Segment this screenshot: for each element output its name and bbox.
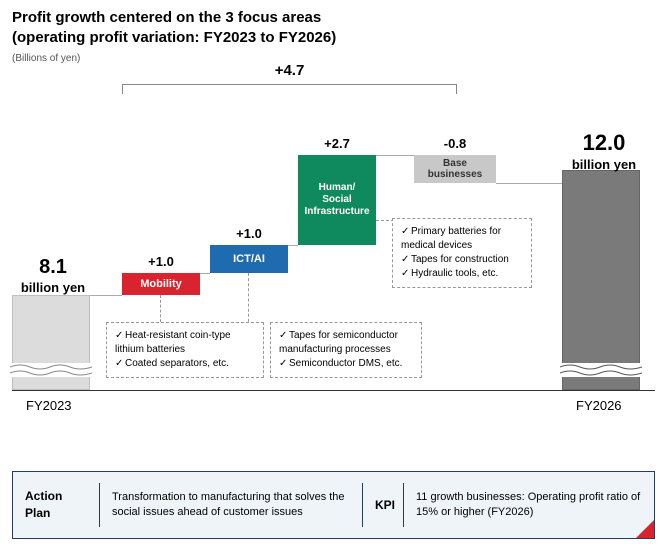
delta-mobility: +1.0 <box>122 254 200 269</box>
note-mobility: ✓Heat-resistant coin-type lithium batter… <box>106 322 264 378</box>
note-human: ✓Primary batteries for medical devices ✓… <box>392 218 532 288</box>
conn-4 <box>376 155 414 156</box>
conn-2 <box>200 273 210 274</box>
bar-mobility: Mobility <box>122 273 200 295</box>
end-value: 12.0 billion yen <box>550 130 658 174</box>
start-wave <box>10 363 92 377</box>
footer-panel: Action Plan Transformation to manufactur… <box>12 471 655 539</box>
action-plan-text: Transformation to manufacturing that sol… <box>100 490 362 521</box>
delta-ict: +1.0 <box>210 226 288 241</box>
bar-end <box>562 170 640 390</box>
callout-ict-line <box>248 273 249 327</box>
end-wave <box>560 363 642 377</box>
corner-triangle-icon <box>636 520 654 538</box>
x-axis <box>12 390 655 391</box>
waterfall-chart: +4.7 8.1 billion yen FY2023 Mobility +1.… <box>12 60 655 420</box>
conn-1 <box>90 295 122 296</box>
delta-human: +2.7 <box>298 136 376 151</box>
total-bracket-label: +4.7 <box>122 62 457 79</box>
delta-base: -0.8 <box>414 136 496 151</box>
action-plan-label: Action Plan <box>13 488 99 522</box>
kpi-label: KPI <box>363 497 403 514</box>
kpi-text: 11 growth businesses: Operating profit r… <box>404 490 654 521</box>
note-ict: ✓Tapes for semiconductor manufacturing p… <box>270 322 422 378</box>
start-value: 8.1 billion yen <box>8 256 98 297</box>
total-bracket <box>122 84 457 94</box>
title-line2: (operating profit variation: FY2023 to F… <box>12 29 336 46</box>
bar-base: Base businesses <box>414 155 496 183</box>
title-line1: Profit growth centered on the 3 focus ar… <box>12 9 321 26</box>
bar-human: Human/ Social Infrastructure <box>298 155 376 245</box>
conn-5 <box>496 183 562 184</box>
conn-3 <box>288 245 298 246</box>
year-start: FY2023 <box>26 398 72 413</box>
bar-ict: ICT/AI <box>210 245 288 273</box>
year-end: FY2026 <box>576 398 622 413</box>
